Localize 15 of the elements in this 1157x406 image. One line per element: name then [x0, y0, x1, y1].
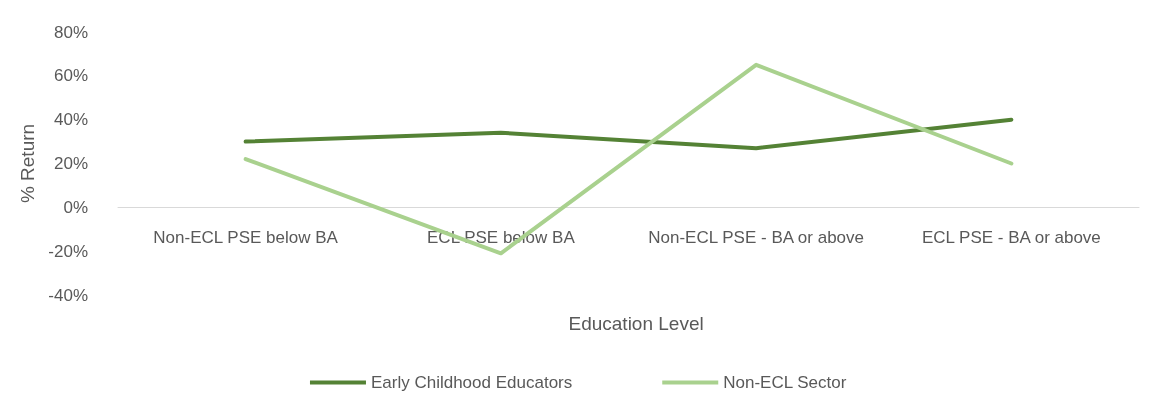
x-tick-label: ECL PSE - BA or above — [921, 228, 1101, 248]
y-axis-title: % Return — [17, 123, 39, 204]
y-tick-label: 0% — [63, 197, 88, 217]
y-tick-label: -20% — [48, 241, 88, 261]
x-tick-label: Non-ECL PSE - BA or above — [648, 228, 865, 248]
x-tick-label: Non-ECL PSE below BA — [153, 228, 339, 248]
legend-label: Early Childhood Educators — [370, 373, 573, 392]
y-tick-label: -40% — [48, 285, 88, 305]
y-tick-label: 20% — [53, 154, 88, 173]
line-series — [243, 117, 1014, 151]
y-tick-label: 40% — [53, 110, 88, 130]
legend-label: Non-ECL Sector — [723, 373, 847, 392]
y-tick-label: 60% — [53, 66, 88, 86]
y-tick-label: 80% — [53, 22, 88, 42]
x-axis-title: Education Level — [568, 313, 704, 334]
